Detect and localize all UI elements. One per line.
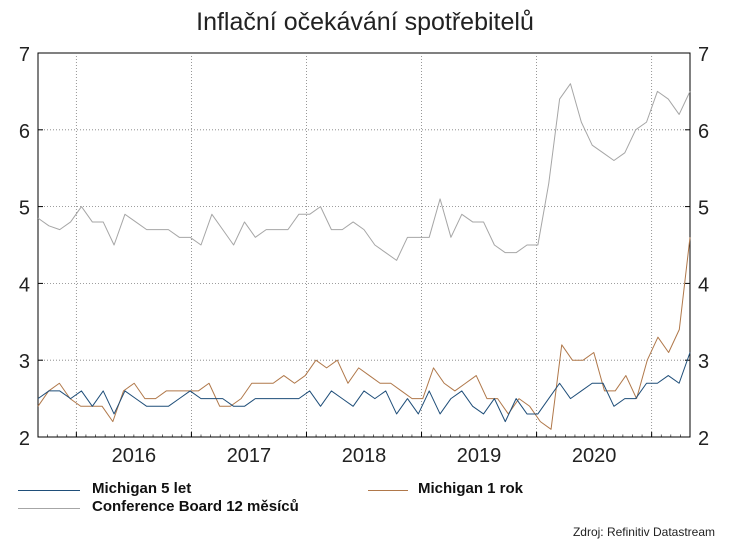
y-tick-label-right: 6 <box>698 121 709 143</box>
series-line-michigan-5-let <box>37 352 691 423</box>
x-tick-label: 2017 <box>227 445 272 467</box>
y-tick-label-right: 5 <box>698 198 709 220</box>
x-tick-label: 2020 <box>572 445 617 467</box>
legend-label-conference: Conference Board 12 měsíců <box>92 498 299 515</box>
legend-label-michigan-5: Michigan 5 let <box>92 480 192 497</box>
y-tick-label-left: 4 <box>19 274 30 296</box>
legend-label-michigan-1: Michigan 1 rok <box>418 480 524 497</box>
legend-swatch-michigan-1 <box>368 490 408 491</box>
x-tick-label: 2016 <box>112 445 157 467</box>
chart-title: Inflační očekávání spotřebitelů <box>196 8 534 36</box>
y-tick-label-left: 7 <box>19 44 30 66</box>
x-tick-label: 2018 <box>342 445 387 467</box>
source-note: Zdroj: Refinitiv Datastream <box>572 525 715 539</box>
y-tick-label-right: 7 <box>698 44 709 66</box>
y-tick-label-left: 5 <box>19 198 30 220</box>
series-line-conference-board-12-m-s-c <box>37 83 691 261</box>
y-tick-label-right: 4 <box>698 274 709 296</box>
y-tick-label-left: 6 <box>19 121 30 143</box>
y-tick-label-right: 2 <box>698 428 709 450</box>
y-tick-label-left: 2 <box>19 428 30 450</box>
legend-swatch-michigan-5 <box>18 490 80 491</box>
x-tick-label: 2019 <box>457 445 502 467</box>
legend-swatch-conference <box>18 508 80 509</box>
y-tick-label-left: 3 <box>19 351 30 373</box>
y-tick-label-right: 3 <box>698 351 709 373</box>
series-line-michigan-1-rok <box>37 237 691 430</box>
plot-frame <box>37 52 691 438</box>
